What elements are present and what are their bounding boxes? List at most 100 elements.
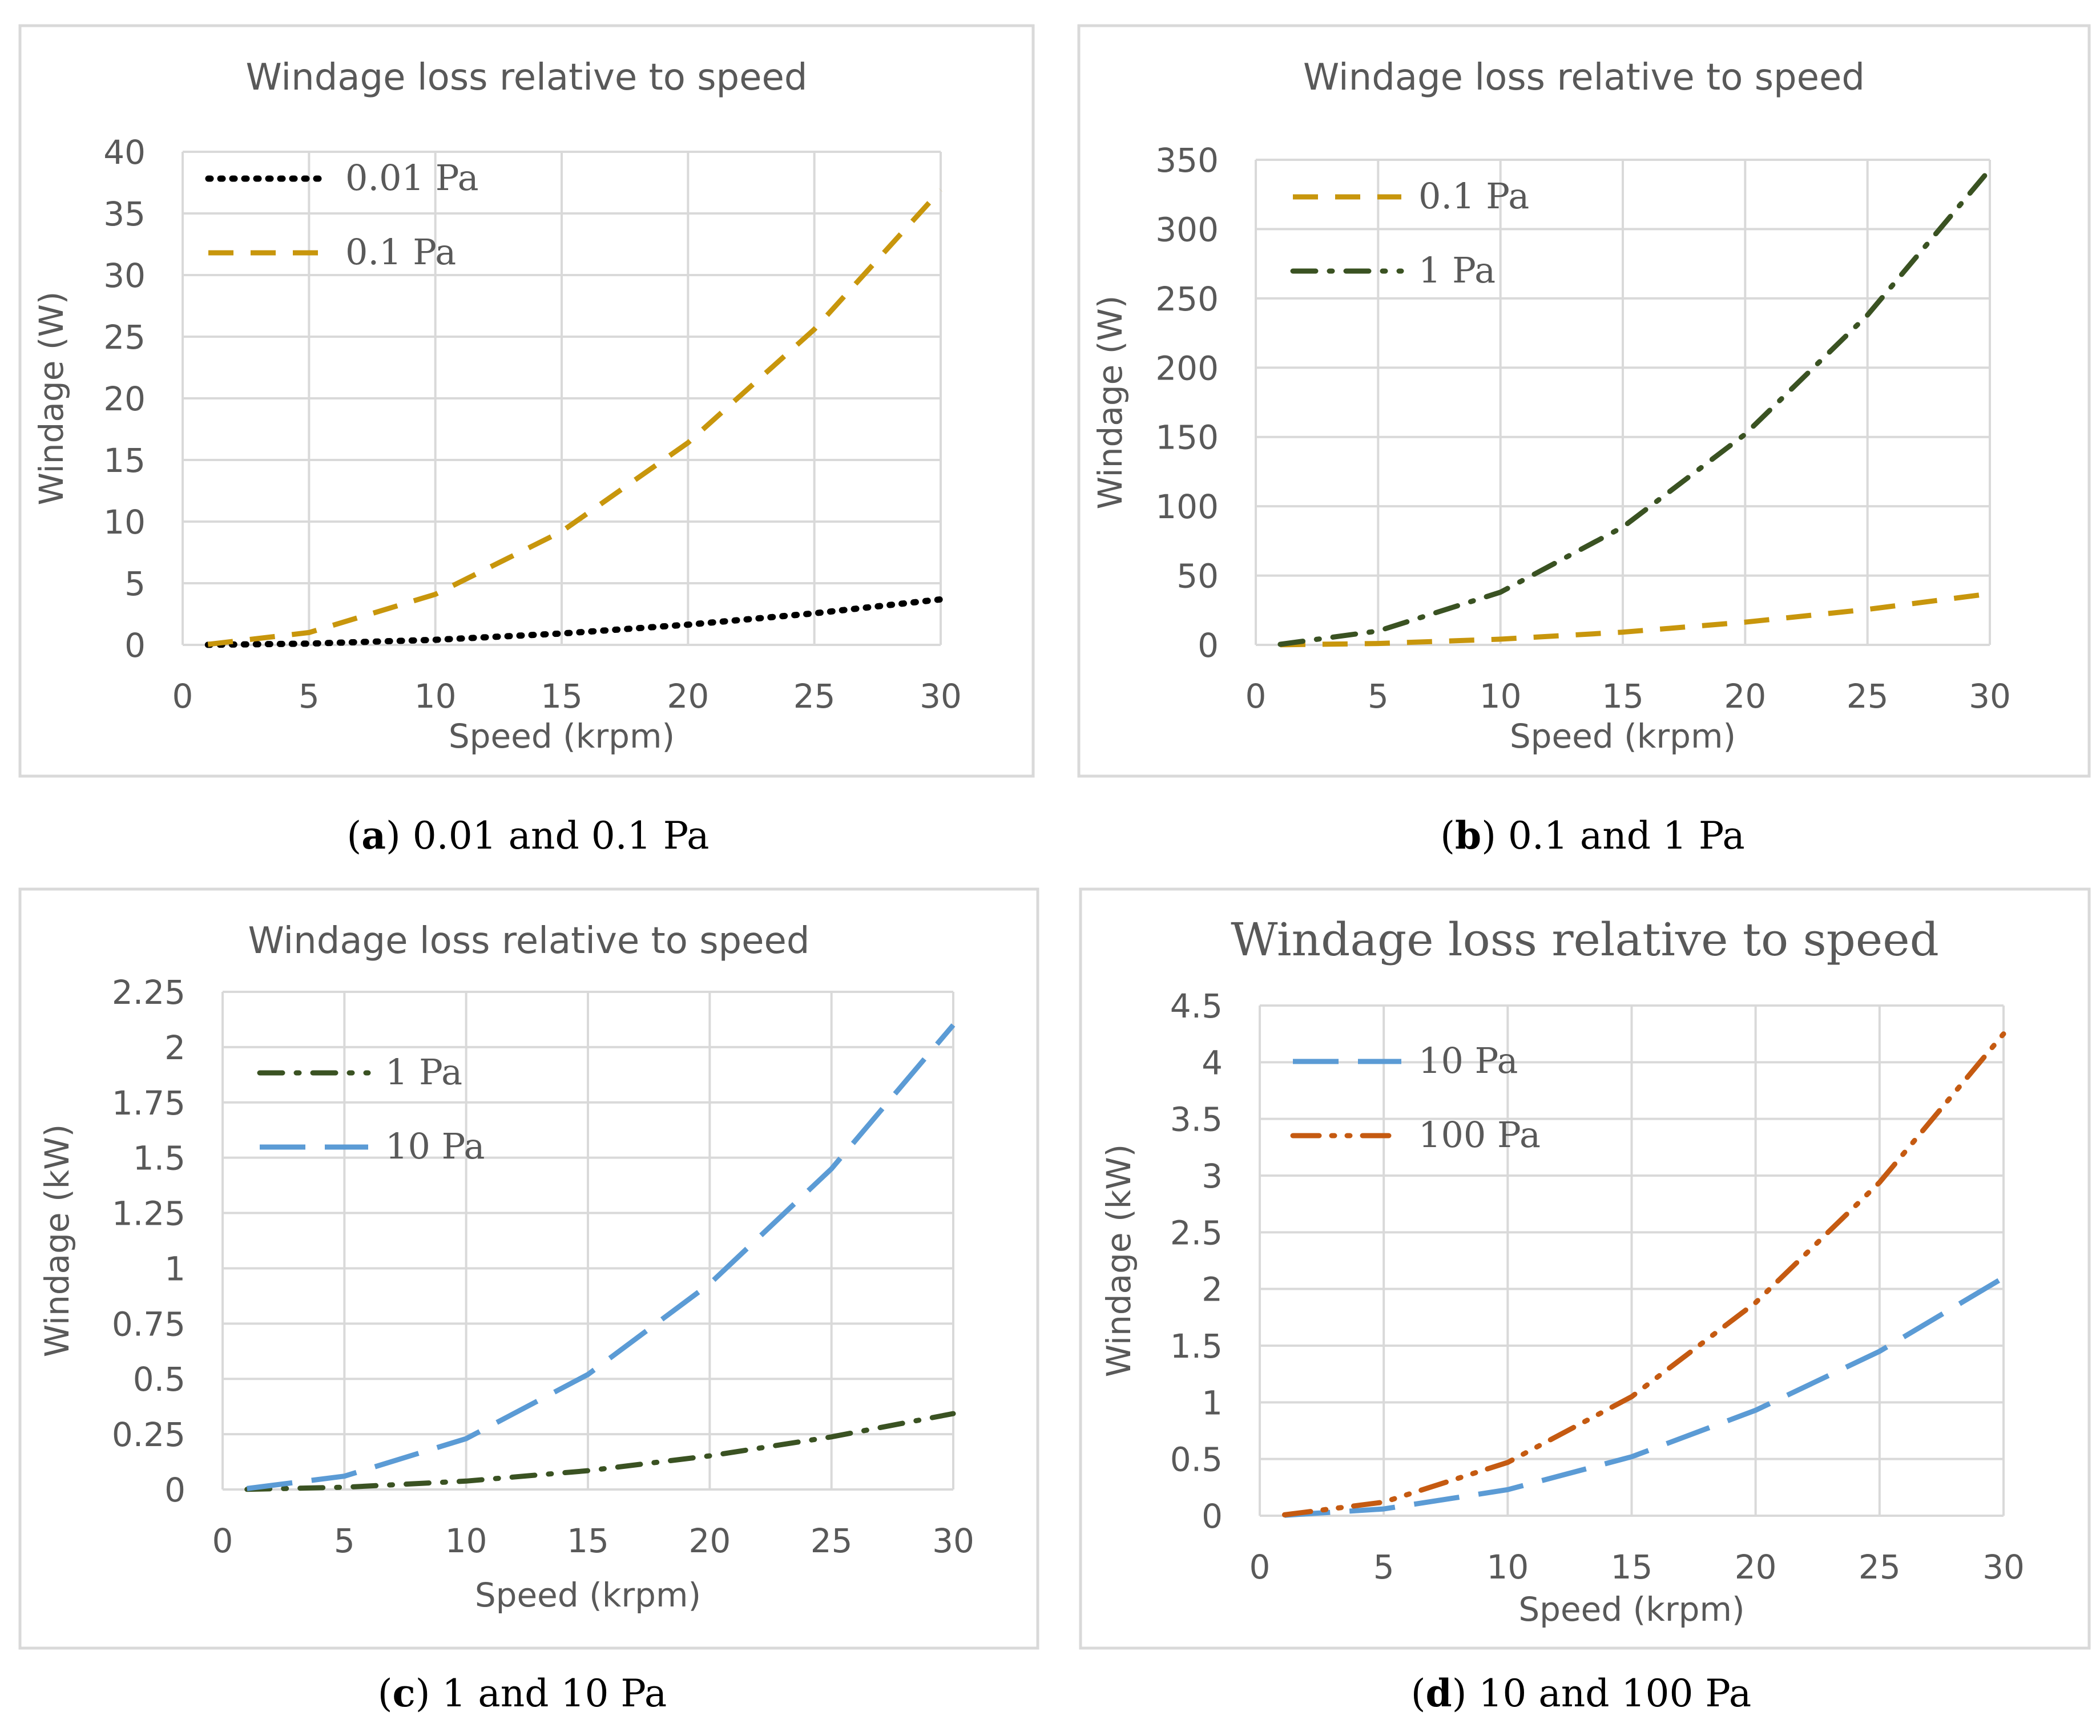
y-tick-label: 25 [103, 318, 146, 357]
y-tick-label: 1.25 [112, 1194, 186, 1233]
y-tick-label: 2 [164, 1028, 186, 1067]
x-tick-label: 15 [1611, 1548, 1653, 1586]
series-line-1-pa [1277, 167, 1993, 647]
y-tick-label: 300 [1155, 210, 1219, 249]
chart-title: Windage loss relative to speed [248, 920, 809, 962]
y-tick-label: 0 [124, 626, 146, 665]
legend-label: 0.01 Pa [345, 157, 479, 199]
legend-label: 100 Pa [1418, 1114, 1541, 1156]
caption-text: ) 10 and 100 Pa [1452, 1672, 1752, 1715]
y-tick-label: 40 [103, 133, 146, 172]
y-tick-label: 1 [164, 1249, 186, 1288]
caption-paren-open: ( [378, 1672, 393, 1715]
chart-frame [1079, 887, 2091, 1650]
x-tick-label: 25 [1847, 677, 1889, 716]
series-line-100-pa [1281, 1031, 2006, 1517]
x-tick-label: 5 [334, 1521, 355, 1560]
y-tick-label: 1.5 [1170, 1327, 1223, 1366]
x-tick-label: 20 [667, 677, 709, 716]
legend-label: 1 Pa [385, 1051, 462, 1093]
x-tick-label: 15 [541, 677, 583, 716]
chart-panel-b: 0 5 10 15 20 25 30050100150200250300350Windage… [1077, 24, 2091, 858]
x-axis-label: Speed (krpm) [1510, 717, 1736, 756]
y-tick-label: 5 [124, 564, 146, 603]
legend-label: 0.1 Pa [345, 231, 456, 273]
chart-title: Windage loss relative to speed [1303, 56, 1865, 99]
legend-label: 0.1 Pa [1418, 175, 1529, 217]
x-tick-label: 0 [212, 1521, 233, 1560]
x-tick-label: 5 [1368, 677, 1389, 716]
x-tick-label: 20 [688, 1521, 731, 1560]
legend-label: 10 Pa [385, 1125, 485, 1167]
panel-caption: (c) 1 and 10 Pa [378, 1671, 667, 1715]
chart-title: Windage loss relative to speed [1231, 913, 1939, 966]
y-tick-label: 250 [1155, 280, 1219, 318]
caption-text: ) 0.01 and 0.1 Pa [386, 814, 709, 858]
x-tick-label: 15 [1602, 677, 1644, 716]
chart-frame [1077, 24, 2091, 778]
y-tick-label: 0.5 [1170, 1440, 1223, 1479]
y-tick-label: 100 [1155, 487, 1219, 526]
x-tick-label: 30 [1982, 1548, 2025, 1586]
y-axis-label: Windage (kW) [1099, 1144, 1138, 1377]
series-line-0-1-pa [207, 188, 943, 647]
x-tick-label: 0 [1249, 1548, 1271, 1586]
y-tick-label: 4.5 [1170, 987, 1223, 1026]
x-tick-label: 20 [1735, 1548, 1777, 1586]
x-tick-label: 25 [1859, 1548, 1901, 1586]
caption-panel-letter: a [361, 813, 386, 858]
caption-panel-letter: d [1426, 1671, 1452, 1715]
y-tick-label: 4 [1202, 1043, 1223, 1082]
chart-panel-c: 0 5 10 15 20 25 30 0 0.25 0.5 0.75 1 1.25 1.5 1.75 2 2.2… [18, 887, 1039, 1715]
caption-paren-open: ( [1411, 1672, 1426, 1715]
y-tick-label: 1 [1202, 1383, 1223, 1422]
x-tick-label: 30 [932, 1521, 974, 1560]
y-axis-label: Windage (W) [32, 292, 71, 506]
x-tick-label: 0 [1246, 677, 1267, 716]
x-tick-label: 10 [1486, 1548, 1529, 1586]
y-tick-label: 200 [1155, 349, 1219, 387]
series-line-0-01-pa [204, 596, 944, 648]
caption-text: ) 1 and 10 Pa [416, 1672, 667, 1715]
y-tick-label: 20 [103, 380, 146, 418]
series-line-1-pa [244, 1411, 956, 1492]
series-line-10-pa [247, 1023, 956, 1491]
y-tick-label: 10 [103, 503, 146, 542]
series-line-0-1-pa [1280, 591, 1990, 648]
y-tick-label: 35 [103, 195, 146, 233]
x-axis-label: Speed (krpm) [1518, 1590, 1744, 1629]
chart-panel-d: 0 5 10 15 20 25 3000.511.522.533.544.5Windage … [1079, 887, 2091, 1715]
panel-caption: (d) 10 and 100 Pa [1411, 1671, 1751, 1715]
y-tick-label: 0.75 [112, 1305, 186, 1343]
y-tick-label: 50 [1176, 557, 1219, 596]
chart-frame [18, 24, 1035, 778]
y-tick-label: 30 [103, 256, 146, 295]
panel-caption: (a) 0.01 and 0.1 Pa [347, 813, 710, 858]
y-tick-label: 0 [1198, 626, 1219, 665]
y-tick-label: 150 [1155, 418, 1219, 457]
y-tick-label: 0 [1202, 1497, 1223, 1536]
caption-paren-open: ( [1440, 814, 1455, 858]
caption-panel-letter: b [1455, 813, 1481, 858]
x-tick-label: 25 [811, 1521, 853, 1560]
x-tick-label: 5 [1373, 1548, 1394, 1586]
x-tick-label: 25 [793, 677, 836, 716]
caption-paren-open: ( [347, 814, 362, 858]
panel-caption: (b) 0.1 and 1 Pa [1440, 813, 1744, 858]
chart-panel-a: 0 5 10 15 20 25 30 0 5 10 15 20 25 30 35 40 Windage loss… [18, 24, 1035, 858]
series-line-10-pa [1284, 1275, 2005, 1518]
x-tick-label: 30 [1969, 677, 2011, 716]
x-axis-label: Speed (krpm) [449, 717, 675, 756]
caption-panel-letter: c [393, 1671, 416, 1715]
y-tick-label: 2.5 [1170, 1213, 1223, 1252]
y-axis-label: Windage (kW) [38, 1124, 76, 1357]
x-tick-label: 10 [1480, 677, 1522, 716]
caption-text: ) 0.1 and 1 Pa [1481, 814, 1745, 858]
x-tick-label: 15 [567, 1521, 609, 1560]
y-tick-label: 0 [164, 1471, 186, 1509]
x-axis-label: Speed (krpm) [475, 1576, 701, 1614]
legend-label: 10 Pa [1418, 1040, 1518, 1081]
y-tick-label: 0.5 [133, 1360, 186, 1399]
legend-label: 1 Pa [1418, 249, 1496, 291]
